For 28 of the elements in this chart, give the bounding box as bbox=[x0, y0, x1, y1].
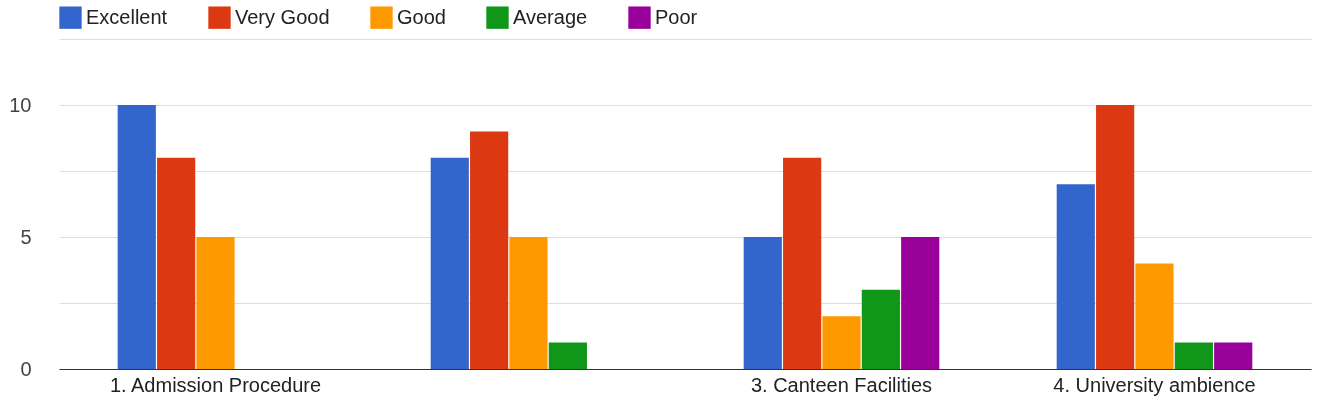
bar bbox=[1096, 105, 1135, 369]
bar bbox=[157, 157, 196, 369]
y-tick-label: 10 bbox=[9, 93, 32, 116]
bar bbox=[470, 131, 509, 369]
bar bbox=[548, 342, 587, 369]
bar bbox=[743, 237, 782, 369]
legend-label: Poor bbox=[655, 5, 698, 28]
bar bbox=[783, 157, 822, 369]
bar bbox=[117, 105, 156, 369]
bar bbox=[1174, 342, 1213, 369]
legend-label: Very Good bbox=[235, 5, 330, 28]
legend-label: Good bbox=[397, 5, 446, 28]
bar bbox=[861, 289, 900, 369]
bar bbox=[196, 237, 235, 369]
bar bbox=[1214, 342, 1253, 369]
legend-label: Excellent bbox=[86, 5, 168, 28]
legend-label: Average bbox=[513, 5, 588, 28]
bar bbox=[1056, 184, 1095, 369]
x-tick-label: 3. Canteen Facilities bbox=[750, 373, 933, 396]
bar bbox=[901, 237, 940, 369]
bar bbox=[1135, 263, 1174, 369]
bar bbox=[430, 157, 469, 369]
bar bbox=[509, 237, 548, 369]
bar bbox=[822, 316, 861, 369]
x-tick-label: 4. University ambience bbox=[1053, 373, 1256, 396]
x-tick-label: 1. Admission Procedure bbox=[109, 373, 322, 396]
y-tick-label: 0 bbox=[20, 357, 32, 380]
y-tick-label: 5 bbox=[20, 225, 32, 248]
